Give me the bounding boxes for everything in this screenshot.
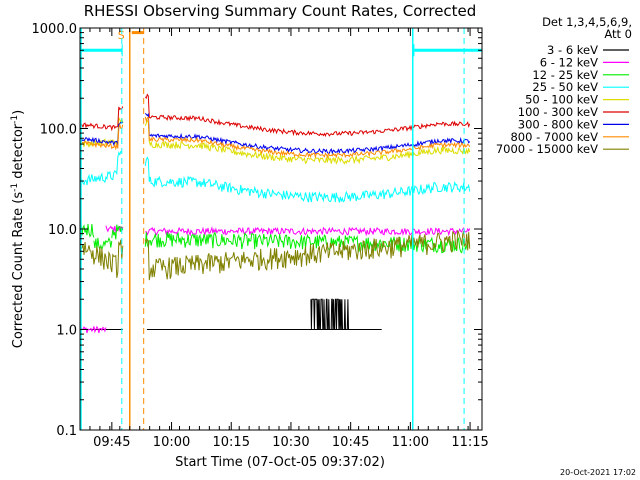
series-line-8-1: [144, 229, 471, 281]
y-axis-label: Corrected Count Rate (s-1 detector-1): [10, 110, 26, 348]
y-axis-label-sup1: -1: [10, 183, 20, 192]
y-axis-label-part1: Corrected Count Rate (s: [11, 192, 26, 349]
series-spikes-0-0: [310, 298, 351, 330]
x-tick-label-6: 11:15: [451, 435, 488, 450]
y-axis-label-part2: detector: [11, 123, 26, 183]
y-tick-label-2: 10.0: [48, 223, 77, 238]
series-line-1-2: [145, 226, 471, 237]
series-line-6-0: [79, 121, 124, 146]
legend-label-0: 3 - 6 keV: [547, 43, 598, 57]
legend-label-3: 25 - 50 keV: [532, 80, 598, 94]
footer-date: 20-Oct-2021 17:02: [560, 468, 636, 477]
series-line-7-1: [144, 116, 471, 159]
series-line-8-0: [79, 239, 124, 278]
series-line-2-0: [80, 221, 95, 238]
y-tick-label-3: 100.0: [40, 123, 77, 138]
series-3: [79, 150, 471, 203]
annotation-layer: S: [80, 28, 482, 430]
series-line-4-1: [144, 119, 471, 165]
chart-title: RHESSI Observing Summary Count Rates, Co…: [84, 2, 477, 20]
x-tick-label-4: 10:45: [332, 435, 369, 450]
series-line-7-0: [79, 123, 124, 151]
legend-label-2: 12 - 25 keV: [532, 68, 598, 82]
axis-ticks: 09:45 10:00 10:15 10:30 10:45 11:00 11:15 0.1 1.…: [32, 22, 489, 450]
y-axis-label-part3: ): [11, 110, 26, 115]
x-tick-label-3: 10:30: [272, 435, 309, 450]
x-tick-label-1: 10:00: [153, 435, 190, 450]
series-5: [79, 93, 471, 138]
legend-label-4: 50 - 100 keV: [525, 93, 598, 107]
series-line-6-1: [144, 112, 471, 155]
series-line-5-0: [79, 106, 124, 132]
series-line-5-1: [144, 93, 471, 138]
legend-label-5: 100 - 300 keV: [518, 105, 598, 119]
series-6: [79, 112, 471, 155]
series-line-2-3: [144, 231, 471, 254]
y-axis-label-sup2: -1: [10, 115, 20, 124]
y-tick-label-1: 1.0: [56, 324, 77, 339]
series-7: [79, 116, 471, 159]
legend-label-1: 6 - 12 keV: [540, 55, 598, 69]
x-tick-label-0: 09:45: [93, 435, 130, 450]
series-line-1-0: [79, 325, 107, 334]
series-8: [79, 229, 471, 281]
legend-label-6: 300 - 800 keV: [518, 117, 598, 131]
y-tick-label-4: 1000.0: [32, 22, 78, 37]
y-tick-label-0: 0.1: [56, 424, 77, 439]
legend-header-line2: Att 0: [604, 27, 632, 41]
series-line-3-1: [144, 156, 471, 203]
x-tick-label-2: 10:15: [213, 435, 250, 450]
series-line-2-2: [111, 224, 124, 240]
x-axis-label: Start Time (07-Oct-05 09:37:02): [175, 455, 385, 470]
saa-label: S: [118, 29, 125, 42]
legend-label-7: 800 - 7000 keV: [510, 130, 598, 144]
legend-label-8: 7000 - 15000 keV: [496, 142, 598, 156]
series-line-3-0: [79, 150, 122, 186]
legend-header-line1: Det 1,3,4,5,6,9,: [542, 15, 632, 29]
x-tick-label-5: 11:00: [392, 435, 429, 450]
data-layer: [79, 93, 471, 334]
